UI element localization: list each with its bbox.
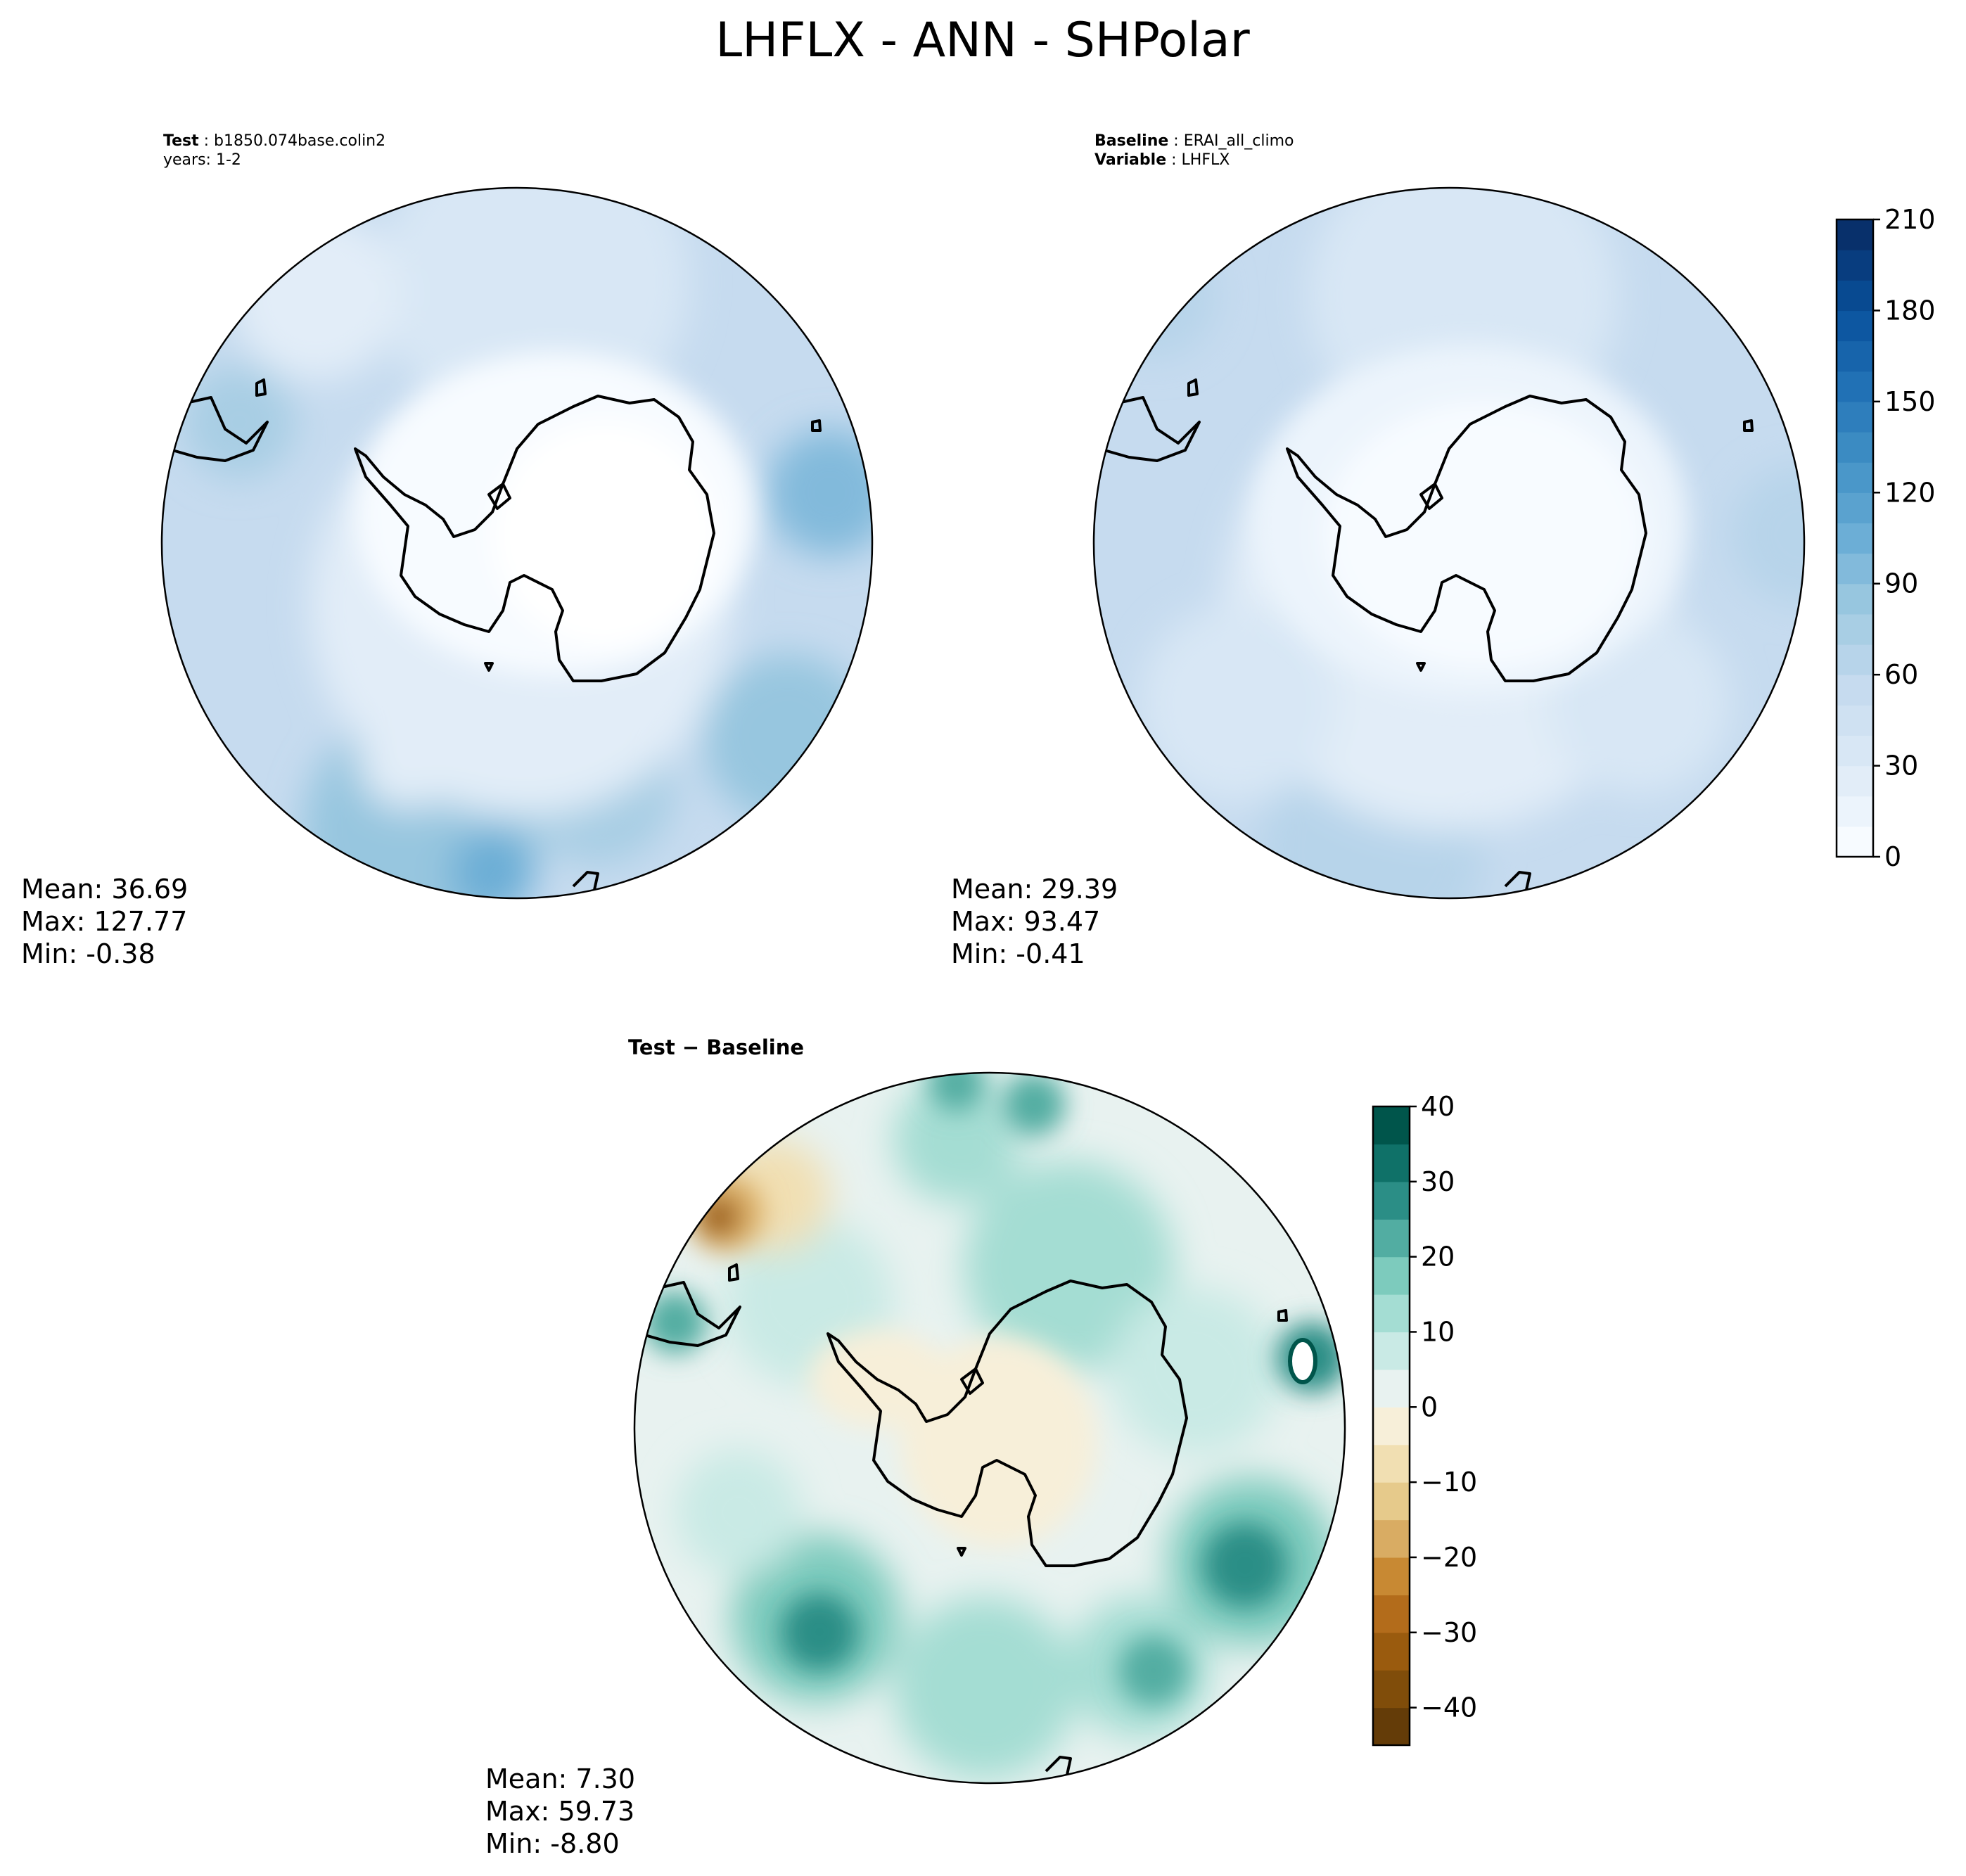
difference-map-boundary bbox=[633, 1071, 1346, 1785]
baseline-colorbar-color-band bbox=[1837, 492, 1873, 524]
test-header-value: b1850.074base.colin2 bbox=[214, 132, 385, 150]
difference-stat-mean: Mean: 7.30 bbox=[485, 1763, 635, 1794]
difference-colorbar-color-band bbox=[1373, 1670, 1410, 1709]
baseline-variable-label: Variable bbox=[1094, 151, 1166, 169]
baseline-colorbar-color-band bbox=[1837, 705, 1873, 736]
difference-colorbar-tick-label: −20 bbox=[1421, 1542, 1477, 1573]
difference-colorbar-tick-label: 0 bbox=[1421, 1391, 1438, 1422]
baseline-colorbar-color-band bbox=[1837, 401, 1873, 433]
difference-header: Test − Baseline bbox=[628, 1035, 804, 1059]
baseline-colorbar-outline bbox=[1835, 218, 1875, 858]
difference-colorbar-tick-label: 30 bbox=[1421, 1166, 1455, 1197]
difference-colorbar-outline bbox=[1372, 1105, 1411, 1747]
difference-colorbar-color-band bbox=[1373, 1444, 1410, 1483]
test-coastlines bbox=[172, 378, 822, 891]
baseline-colorbar-color-band bbox=[1837, 280, 1873, 312]
difference-colorbar-color-band bbox=[1373, 1595, 1410, 1633]
baseline-map-field bbox=[1094, 188, 1804, 898]
baseline-colorbar-color-band bbox=[1837, 462, 1873, 493]
panel-difference: Test − Baseline bbox=[485, 1035, 1477, 1859]
difference-colorbar-tick-label: −10 bbox=[1421, 1467, 1477, 1498]
test-header-label: Test bbox=[163, 132, 199, 150]
difference-colorbar-color-band bbox=[1373, 1482, 1410, 1521]
difference-colorbar-tick-label: −30 bbox=[1421, 1617, 1477, 1648]
baseline-colorbar-color-band bbox=[1837, 371, 1873, 402]
test-header-line-1: Test : b1850.074base.colin2 bbox=[163, 132, 385, 150]
baseline-map-boundary bbox=[1092, 186, 1806, 900]
difference-colorbar-color-band bbox=[1373, 1632, 1410, 1671]
baseline-colorbar-tick-label: 120 bbox=[1884, 477, 1936, 508]
baseline-colorbar-tick-label: 90 bbox=[1884, 568, 1918, 599]
difference-coastlines bbox=[644, 1263, 1288, 1775]
difference-colorbar-color-band bbox=[1373, 1332, 1410, 1370]
baseline-header-line-1: Baseline : ERAI_all_climo bbox=[1094, 132, 1294, 150]
baseline-colorbar-tick-label: 210 bbox=[1884, 204, 1936, 235]
baseline-colorbar-color-band bbox=[1837, 826, 1873, 857]
baseline-variable-sep: : bbox=[1166, 151, 1181, 169]
test-header-line-2: years: 1-2 bbox=[163, 151, 241, 169]
test-stat-mean: Mean: 36.69 bbox=[21, 874, 188, 905]
difference-colorbar-color-band bbox=[1373, 1519, 1410, 1558]
difference-saturated-patch bbox=[1288, 1338, 1317, 1384]
difference-colorbar-color-band bbox=[1373, 1294, 1410, 1333]
difference-colorbar-tick-label: 40 bbox=[1421, 1091, 1455, 1122]
baseline-colorbar-tick-label: 30 bbox=[1884, 751, 1918, 781]
difference-stat-min: Min: -8.80 bbox=[485, 1828, 620, 1859]
baseline-colorbar-color-band bbox=[1837, 583, 1873, 615]
baseline-colorbar-color-band bbox=[1837, 310, 1873, 342]
baseline-colorbar-color-band bbox=[1837, 219, 1873, 250]
baseline-colorbar-color-band bbox=[1837, 613, 1873, 645]
baseline-colorbar-tick-label: 0 bbox=[1884, 841, 1901, 872]
difference-map-field bbox=[634, 1073, 1345, 1783]
baseline-coastlines bbox=[1104, 378, 1754, 891]
difference-colorbar-color-band bbox=[1373, 1106, 1410, 1145]
panel-baseline: Baseline : ERAI_all_climo Variable : LHF… bbox=[951, 132, 1936, 969]
difference-stat-max: Max: 59.73 bbox=[485, 1796, 634, 1827]
difference-colorbar-tick-label: 20 bbox=[1421, 1242, 1455, 1272]
baseline-stat-min: Min: -0.41 bbox=[951, 938, 1085, 969]
difference-colorbar-color-band bbox=[1373, 1181, 1410, 1220]
difference-colorbar-color-band bbox=[1373, 1557, 1410, 1595]
baseline-colorbar-color-band bbox=[1837, 553, 1873, 585]
baseline-stat-mean: Mean: 29.39 bbox=[951, 874, 1118, 905]
baseline-colorbar-tick-label: 150 bbox=[1884, 386, 1936, 417]
panel-test: Test : b1850.074base.colin2 years: 1-2 bbox=[21, 132, 874, 969]
difference-colorbar-tick-label: 10 bbox=[1421, 1316, 1455, 1347]
baseline-header-value: ERAI_all_climo bbox=[1184, 132, 1294, 150]
test-map-field bbox=[162, 188, 872, 898]
baseline-colorbar-color-band bbox=[1837, 765, 1873, 797]
difference-colorbar-color-band bbox=[1373, 1256, 1410, 1295]
baseline-colorbar-tick-label: 180 bbox=[1884, 295, 1936, 326]
test-stat-max: Max: 127.77 bbox=[21, 906, 187, 937]
test-header-sep: : bbox=[199, 132, 214, 150]
baseline-colorbar-color-band bbox=[1837, 644, 1873, 675]
difference-colorbar-color-band bbox=[1373, 1369, 1410, 1408]
baseline-header-sep: : bbox=[1168, 132, 1183, 150]
difference-colorbar-tick-label: −40 bbox=[1421, 1692, 1477, 1723]
baseline-colorbar-color-band bbox=[1837, 250, 1873, 281]
baseline-colorbar-color-band bbox=[1837, 675, 1873, 706]
baseline-colorbar: 0 30 60 90 120 150 180 210 bbox=[1835, 204, 1936, 872]
baseline-colorbar-tick-label: 60 bbox=[1884, 659, 1918, 690]
test-stat-min: Min: -0.38 bbox=[21, 938, 155, 969]
baseline-variable-value: LHFLX bbox=[1182, 151, 1230, 169]
baseline-colorbar-color-band bbox=[1837, 340, 1873, 372]
difference-colorbar-color-band bbox=[1373, 1407, 1410, 1446]
baseline-header-label: Baseline bbox=[1094, 132, 1168, 150]
test-map-boundary bbox=[160, 186, 874, 900]
baseline-colorbar-color-band bbox=[1837, 796, 1873, 827]
difference-colorbar-color-band bbox=[1373, 1144, 1410, 1182]
baseline-colorbar-color-band bbox=[1837, 432, 1873, 463]
baseline-header-line-2: Variable : LHFLX bbox=[1094, 151, 1230, 169]
figure-title: LHFLX - ANN - SHPolar bbox=[715, 13, 1249, 68]
difference-colorbar-color-band bbox=[1373, 1219, 1410, 1258]
difference-colorbar: −40 −30 −20 −10 0 10 20 30 40 bbox=[1372, 1091, 1477, 1747]
baseline-stat-max: Max: 93.47 bbox=[951, 906, 1100, 937]
baseline-colorbar-color-band bbox=[1837, 735, 1873, 767]
difference-colorbar-color-band bbox=[1373, 1707, 1410, 1746]
baseline-colorbar-color-band bbox=[1837, 523, 1873, 554]
